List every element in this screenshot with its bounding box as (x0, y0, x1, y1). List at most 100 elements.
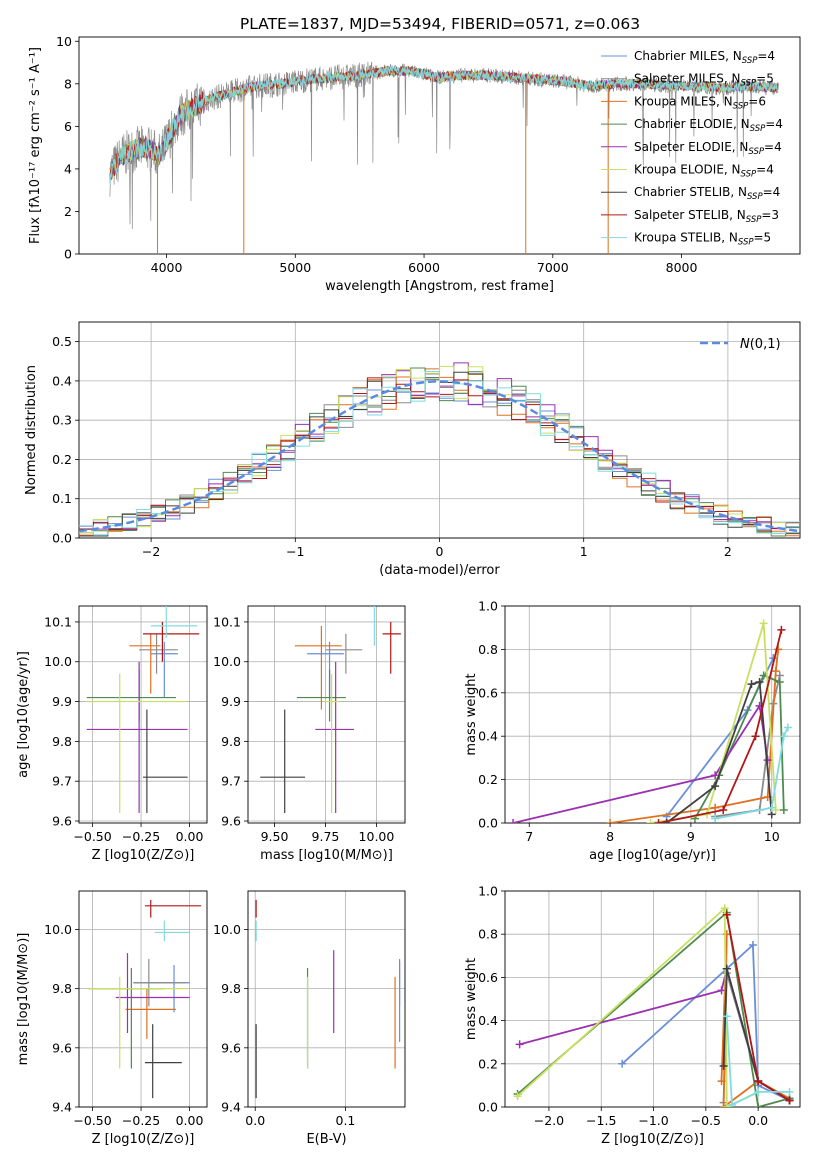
weight-vs-Z-ytick-label-4: 0.8 (478, 927, 498, 942)
residuals-xtick-label-0: −2 (142, 544, 160, 559)
weight-vs-Z-marker-8-0 (722, 1012, 731, 1021)
age-vs-Z-ytick-label-4: 10.0 (44, 654, 72, 669)
mass-vs-EBV-errorbars (255, 899, 401, 1099)
spectrum-xtick-label-3: 7000 (537, 260, 569, 275)
age-vs-mass-ytick-label-5: 10.1 (213, 614, 241, 629)
spectrum-legend: Chabrier MILES, NSSP=4 Salpeter MILES, NS… (601, 49, 783, 248)
mass-vs-EBV-ytick-label-1: 9.6 (221, 1040, 241, 1055)
residual-histograms (79, 362, 800, 537)
weight-vs-age-marker-8-0 (711, 814, 720, 823)
weight-vs-Z-marker-5-0 (513, 1092, 522, 1101)
weight-vs-age-series-5 (650, 623, 777, 823)
weight-vs-Z-marker-7-0 (722, 910, 731, 919)
age-vs-mass-xlabel: mass [log10(M/M⊙)] (260, 848, 393, 863)
mass-vs-Z-xtick-label-2: 0.00 (176, 1113, 204, 1128)
spectrum-ytick-label-5: 10 (56, 34, 72, 49)
weight-vs-Z-xtick-label-2: −1.0 (638, 1113, 668, 1128)
weight-vs-age-marker-5-0 (646, 819, 655, 823)
age-vs-mass-ytick-label-0: 9.6 (221, 814, 241, 829)
normal-legend-label: N(0,1) (740, 337, 781, 352)
mass-vs-Z-errorbars (88, 899, 202, 1099)
residuals-axes: −2 −1 0 1 2 0.0 0.1 0.2 0.3 0.4 0.5 (data-model)/er… (24, 321, 801, 578)
mass-vs-Z-frame (78, 890, 208, 1108)
weight-vs-age-ytick-label-0: 0.0 (478, 816, 498, 831)
mass-vs-Z-ytick-label-1: 9.6 (52, 1040, 72, 1055)
mass-vs-Z-ytick-label-2: 9.8 (52, 981, 72, 996)
spectrum-legend-label-5: Kroupa ELODIE, NSSP=4 (634, 163, 774, 180)
weight-vs-age-xtick-label-1: 8 (606, 829, 614, 844)
age-vs-Z-xtick-label-1: −0.25 (122, 829, 160, 844)
mass-vs-EBV-xtick-label-0: 0.0 (245, 1113, 265, 1128)
weight-vs-age-ytick-label-3: 0.6 (478, 685, 498, 700)
spectrum-ytick-label-2: 4 (64, 161, 72, 176)
weight-vs-age-marker-8-3 (783, 723, 792, 732)
age-vs-Z-axes: −0.50 −0.25 0.00 9.6 9.7 9.8 9.9 10.0 10.1 Z [log… (16, 605, 208, 863)
age-vs-Z-xtick-label-0: −0.50 (73, 829, 111, 844)
spectrum-legend-label-0: Chabrier MILES, NSSP=4 (634, 49, 775, 66)
weight-vs-Z-lines (513, 904, 794, 1107)
weight-vs-Z-ytick-label-2: 0.4 (478, 1013, 498, 1028)
weight-vs-Z-marker-2-0 (717, 1077, 726, 1086)
age-vs-mass-axes: 9.50 9.75 10.00 9.6 9.7 9.8 9.9 10.0 10.1 mass [l… (213, 605, 406, 863)
weight-vs-age-marker-6-2 (747, 680, 756, 689)
spectrum-ytick-label-4: 8 (64, 76, 72, 91)
age-vs-mass-frame (247, 605, 406, 824)
residuals-xtick-label-3: 1 (580, 544, 588, 559)
spectrum-legend-label-3: Chabrier ELODIE, NSSP=4 (634, 117, 783, 134)
weight-vs-age-marker-2-1 (711, 803, 720, 812)
weight-vs-Z-marker-5-1 (720, 904, 729, 913)
mass-vs-Z-ytick-label-3: 10.0 (44, 922, 72, 937)
spectrum-frame (78, 36, 801, 255)
weight-vs-Z-marker-4-0 (515, 1040, 524, 1049)
weight-vs-age-marker-5-2 (759, 619, 768, 628)
mass-vs-Z-ytick-label-0: 9.4 (52, 1100, 72, 1115)
spectrum-xtick-label-4: 8000 (666, 260, 698, 275)
spectrum-xtick-label-1: 5000 (279, 260, 311, 275)
age-vs-mass-xtick-label-0: 9.50 (261, 829, 289, 844)
weight-vs-age-marker-3-4 (779, 805, 788, 814)
weight-vs-Z-ytick-label-5: 1.0 (478, 884, 498, 899)
weight-vs-age-lines (509, 619, 792, 823)
residuals-ytick-label-3: 0.3 (52, 413, 72, 428)
weight-vs-Z-frame (504, 890, 801, 1108)
residuals-ytick-label-5: 0.5 (52, 334, 72, 349)
weight-vs-Z-ytick-label-0: 0.0 (478, 1100, 498, 1115)
age-vs-mass-ytick-label-3: 9.9 (221, 694, 241, 709)
spectrum-lines (109, 61, 779, 254)
weight-vs-age-marker-2-3 (771, 667, 780, 676)
weight-vs-Z-xlabel: Z [log10(Z/Z⊙)] (601, 1132, 704, 1147)
mass-vs-Z-xtick-label-0: −0.50 (73, 1113, 111, 1128)
weight-vs-age-ylabel: mass weight (464, 673, 479, 755)
weight-vs-Z-axes: −2.0 −1.5 −1.0 −0.5 0.0 0.0 0.2 0.4 0.6 0.8 1.0 Z [… (464, 884, 801, 1147)
weight-vs-Z-ylabel: mass weight (464, 958, 479, 1040)
mass-vs-Z-xlabel: Z [log10(Z/Z⊙)] (92, 1132, 195, 1147)
weight-vs-Z-marker-7-1 (754, 1077, 763, 1086)
spectrum-xtick-label-2: 6000 (408, 260, 440, 275)
residuals-ytick-label-2: 0.2 (52, 452, 72, 467)
residuals-ytick-label-4: 0.4 (52, 373, 72, 388)
weight-vs-Z-xtick-label-0: −2.0 (534, 1113, 564, 1128)
weight-vs-Z-xtick-label-3: −0.5 (691, 1113, 721, 1128)
weight-vs-age-marker-4-0 (509, 819, 518, 823)
weight-vs-Z-series-8 (725, 1016, 790, 1107)
weight-vs-Z-ytick-label-3: 0.6 (478, 970, 498, 985)
weight-vs-age-xtick-label-2: 9 (687, 829, 695, 844)
weight-vs-age-series-8 (714, 727, 789, 820)
mass-vs-EBV-ytick-label-2: 9.8 (221, 981, 241, 996)
spectrum-xlabel: wavelength [Angstrom, rest frame] (325, 279, 554, 294)
mass-vs-Z-axes: −0.50 −0.25 0.00 9.4 9.6 9.8 10.0 Z [log10(Z/Z⊙… (16, 890, 208, 1147)
age-vs-mass-errorbars (260, 606, 401, 814)
weight-vs-Z-xtick-label-1: −1.5 (586, 1113, 616, 1128)
weight-vs-Z-xtick-label-4: 0.0 (748, 1113, 768, 1128)
residuals-xlabel: (data-model)/error (379, 563, 500, 578)
weight-vs-age-marker-6-1 (711, 782, 720, 791)
residuals-xtick-label-4: 2 (724, 544, 732, 559)
weight-vs-Z-marker-8-1 (728, 1100, 737, 1107)
age-vs-mass-xtick-label-2: 10.00 (359, 829, 395, 844)
weight-vs-Z-marker-2-2 (719, 1103, 728, 1107)
spectrum-ytick-label-0: 0 (64, 247, 72, 262)
weight-vs-age-marker-5-3 (771, 805, 780, 814)
weight-vs-age-series-7 (658, 629, 783, 823)
weight-vs-age-ytick-label-2: 0.4 (478, 729, 498, 744)
weight-vs-age-series-6 (666, 680, 773, 823)
